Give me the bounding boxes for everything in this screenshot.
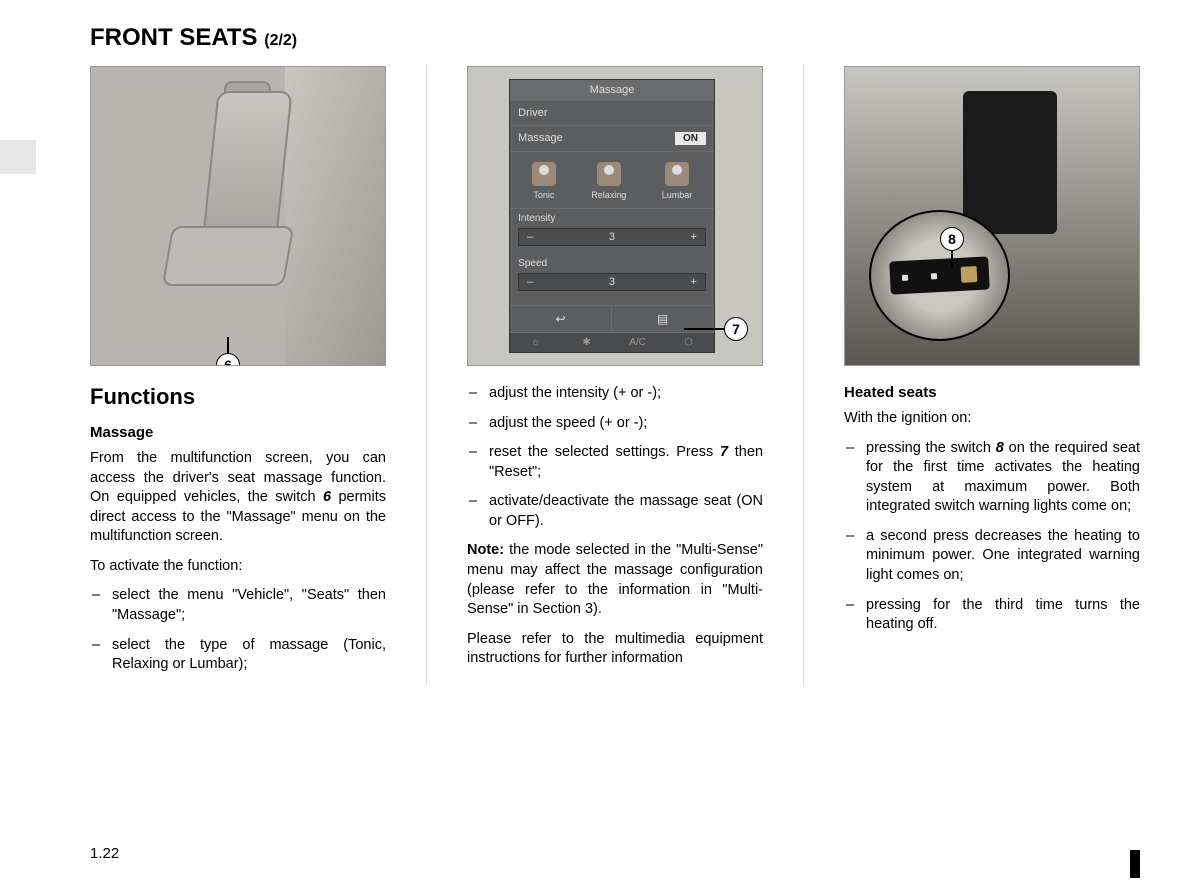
heated-lead: With the ignition on: [844,409,1140,429]
heated-seat-icon [960,266,977,283]
intensity-label: Intensity [510,209,714,224]
refer-multimedia: Please refer to the multimedia equipment… [467,630,763,669]
seat-back [202,91,293,236]
back-icon: ↩ [510,306,612,332]
tonic-icon [532,162,556,186]
relaxing-icon [597,162,621,186]
heated-steps: pressing the switch 8 on the required se… [844,439,1140,635]
step-reset-a: reset the selected settings. Press [489,444,720,460]
note-label: Note: [467,542,504,558]
step-intensity: adjust the intensity (+ or -); [467,384,763,404]
divider-2 [803,66,804,685]
intensity-minus: – [527,231,533,243]
activate-steps-2: adjust the intensity (+ or -); adjust th… [467,384,763,531]
intensity-plus: + [691,231,697,243]
step-activate: activate/deactivate the massage seat (ON… [467,492,763,531]
screen-title: Massage [510,80,714,101]
step-speed: adjust the speed (+ or -); [467,414,763,434]
switch-led-2 [931,273,937,279]
speed-label: Speed [510,254,714,269]
subheading-heated: Heated seats [844,384,1140,401]
ref-8: 8 [996,440,1004,456]
column-1: 40700 6 Functions Massage From the multi… [90,66,386,685]
mode-relaxing-label: Relaxing [591,190,626,200]
mode-lumbar-label: Lumbar [662,190,693,200]
column-2: 39283 Massage Driver Massage ON Tonic Re… [467,66,763,685]
heated-step-1: pressing the switch 8 on the required se… [844,439,1140,517]
content-columns: 40700 6 Functions Massage From the multi… [90,66,1140,685]
climate-icon-1: ☼ [510,333,561,352]
speed-value: 3 [609,276,615,288]
figure-dashboard: 40755 8 [844,66,1140,366]
column-3: 40755 8 Heated seats With the ignition o… [844,66,1140,685]
massage-on-tag: ON [675,132,706,145]
section-functions: Functions [90,384,386,410]
ref-7: 7 [720,444,728,460]
subheading-massage: Massage [90,424,386,441]
climate-icon-ac: A/C [612,333,663,352]
activate-steps-1: select the menu "Vehicle", "Seats" then … [90,586,386,674]
touchscreen: Massage Driver Massage ON Tonic Relaxing… [509,79,715,353]
callout-6: 6 [216,353,240,366]
heated-step-1a: pressing the switch [866,440,996,456]
seat-illus [120,91,355,341]
screen-iconrow: ☼ ✱ A/C ⬡ [510,332,714,352]
note-paragraph: Note: the mode selected in the "Multi-Se… [467,541,763,619]
page-title: FRONT SEATS (2/2) [90,24,1140,52]
intensity-slider: – 3 + [518,228,706,246]
callout-8: 8 [940,227,964,251]
speed-minus: – [527,276,533,288]
climate-icon-2: ✱ [561,333,612,352]
corner-mark [1130,850,1140,878]
intensity-value: 3 [609,231,615,243]
callout-7: 7 [724,317,748,341]
massage-row-label: Massage [518,132,563,144]
mode-tonic-label: Tonic [533,190,554,200]
mode-tonic: Tonic [532,162,556,200]
switch-led-1 [901,274,907,280]
divider-1 [426,66,427,685]
title-text: FRONT SEATS [90,24,258,51]
seat-cushion [162,226,295,286]
heated-step-3: pressing for the third time turns the he… [844,596,1140,635]
speed-slider: – 3 + [518,273,706,291]
massage-intro: From the multifunction screen, you can a… [90,449,386,547]
title-part: (2/2) [264,32,297,49]
screen-driver-row: Driver [510,101,714,126]
callout-8-leader [951,250,953,268]
screen-massage-row: Massage ON [510,126,714,152]
activate-lead: To activate the function: [90,557,386,577]
speed-plus: + [691,276,697,288]
lumbar-icon [665,162,689,186]
heated-seat-switch [889,257,989,295]
step-select-menu: select the menu "Vehicle", "Seats" then … [90,586,386,625]
figure-screen: 39283 Massage Driver Massage ON Tonic Re… [467,66,763,366]
step-select-type: select the type of massage (Tonic, Relax… [90,636,386,675]
heated-seat-inset [869,210,1010,341]
callout-7-leader [684,328,724,330]
mode-relaxing: Relaxing [591,162,626,200]
center-display [963,91,1057,234]
note-text: the mode selected in the "Multi-Sense" m… [467,542,763,617]
climate-icon-3: ⬡ [663,333,714,352]
ref-6: 6 [323,489,331,505]
step-reset: reset the selected settings. Press 7 the… [467,443,763,482]
page-number: 1.22 [90,845,119,862]
figure-seat: 40700 6 [90,66,386,366]
page-tab [0,140,36,174]
driver-label: Driver [518,107,547,119]
mode-lumbar: Lumbar [662,162,693,200]
massage-modes: Tonic Relaxing Lumbar [510,152,714,209]
heated-step-2: a second press decreases the heating to … [844,527,1140,586]
